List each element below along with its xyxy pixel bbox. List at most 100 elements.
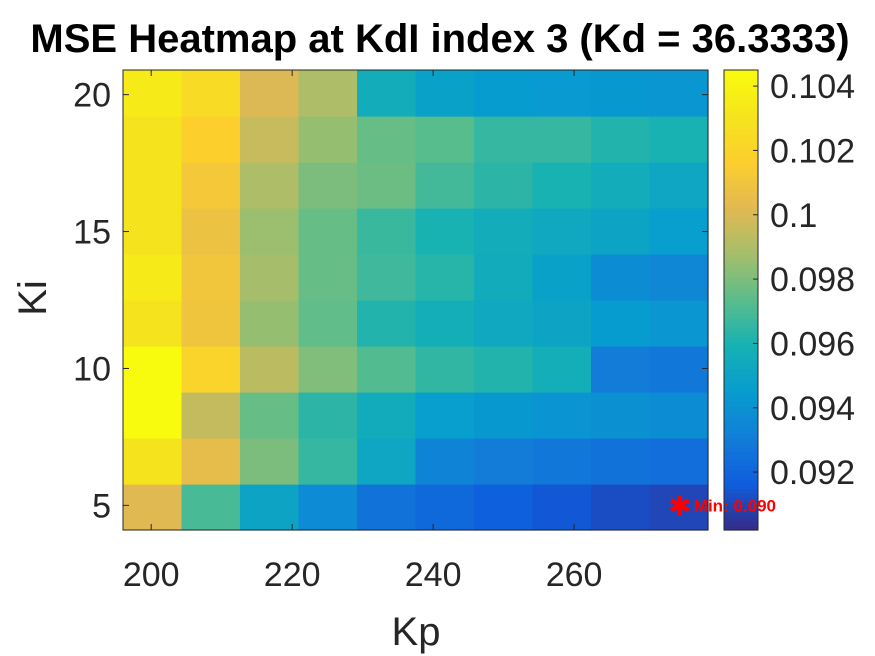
heatmap-cell [532,254,592,301]
colorbar-segment [724,516,758,522]
x-axis-label: Kp [392,610,441,654]
colorbar-segment [724,520,758,526]
heatmap-cell [240,300,300,347]
heatmap-cell [591,162,651,209]
heatmap-cell [591,484,651,531]
heatmap-cell [649,162,709,209]
colorbar-segment [724,373,758,379]
colorbar-segment [724,79,758,85]
colorbar-segment [724,143,758,149]
chart-title: MSE Heatmap at KdI index 3 (Kd = 36.3333… [30,17,849,61]
heatmap-cell [649,70,709,117]
heatmap-cell [357,162,417,209]
colorbar-segment [724,433,758,439]
colorbar-segment [724,327,758,333]
colorbar-segment [724,102,758,108]
colorbar-segment [724,272,758,278]
min-annotation: ✱ Min: 0.090 [668,489,776,522]
colorbar-segment [724,148,758,154]
heatmap-cell [474,484,534,531]
colorbar-segment [724,134,758,140]
colorbar-segment [724,405,758,411]
colorbar-segment [724,502,758,508]
colorbar-segment [724,511,758,517]
heatmap-cell [532,484,592,531]
heatmap-cell [357,300,417,347]
colorbar-segment [724,392,758,398]
colorbar-segment [724,74,758,80]
colorbar-segment [724,396,758,402]
colorbar-segment [724,479,758,485]
colorbar-segment [724,355,758,361]
colorbar-segment [724,258,758,264]
x-tick-label: 240 [405,556,462,594]
colorbar-segment [724,217,758,223]
colorbar-segment [724,359,758,365]
colorbar [723,69,759,531]
colorbar-segment [724,369,758,375]
colorbar-segment [724,240,758,246]
colorbar-segment [724,231,758,237]
colorbar-segment [724,290,758,296]
heatmap-cell [240,254,300,301]
colorbar-segment [724,318,758,324]
y-axis-label: Ki [11,280,55,316]
colorbar-segment [724,493,758,499]
heatmap-cell [474,208,534,255]
heatmap-cell [123,346,183,393]
colorbar-segment [724,263,758,269]
colorbar-tick-label: 0.1 [770,197,817,235]
heatmap-cell [123,392,183,439]
heatmap-cell [240,208,300,255]
heatmap-cell [357,208,417,255]
colorbar-tick-label: 0.096 [770,325,855,363]
heatmap-cell [474,438,534,485]
heatmap-cell [240,116,300,163]
heatmap-cell [181,254,241,301]
heatmap-cell [591,438,651,485]
heatmap-cell [591,116,651,163]
x-axis-ticks: 200 220 240 260 [123,70,602,594]
heatmap-cell [298,116,358,163]
heatmap-cell [181,392,241,439]
colorbar-segment [724,415,758,421]
colorbar-segment [724,309,758,315]
colorbar-frame [723,69,759,531]
heatmap-cell [415,162,475,209]
heatmap-cell [532,70,592,117]
heatmap-cell [415,438,475,485]
heatmap-cell [357,484,417,531]
colorbar-segment [724,497,758,503]
colorbar-segment [724,88,758,94]
heatmap-cell [357,254,417,301]
y-tick-label: 5 [92,487,111,525]
colorbar-segment [724,97,758,103]
colorbar-segment [724,525,758,531]
colorbar-segment [724,323,758,329]
heatmap-cell [649,300,709,347]
heatmap-cell [415,116,475,163]
heatmap-cell [532,300,592,347]
colorbar-segment [724,267,758,273]
colorbar-segment [724,203,758,209]
heatmap-cell [415,300,475,347]
heatmap-cell [240,484,300,531]
colorbar-segment [724,419,758,425]
heatmap-cell [240,70,300,117]
heatmap-cell [532,346,592,393]
heatmap-cell [415,208,475,255]
heatmap-cell [474,162,534,209]
colorbar-segment [724,129,758,135]
colorbar-segment [724,235,758,241]
colorbar-segment [724,350,758,356]
heatmap-cell [591,208,651,255]
heatmap-cell [474,392,534,439]
min-marker-asterisk: ✱ [668,489,691,522]
heatmap-cell [298,392,358,439]
heatmap-cell [123,70,183,117]
heatmap-cell [240,438,300,485]
colorbar-segment [724,474,758,480]
colorbar-tick-label: 0.094 [770,390,855,428]
heatmap-cell [532,392,592,439]
x-tick-label: 200 [123,556,180,594]
